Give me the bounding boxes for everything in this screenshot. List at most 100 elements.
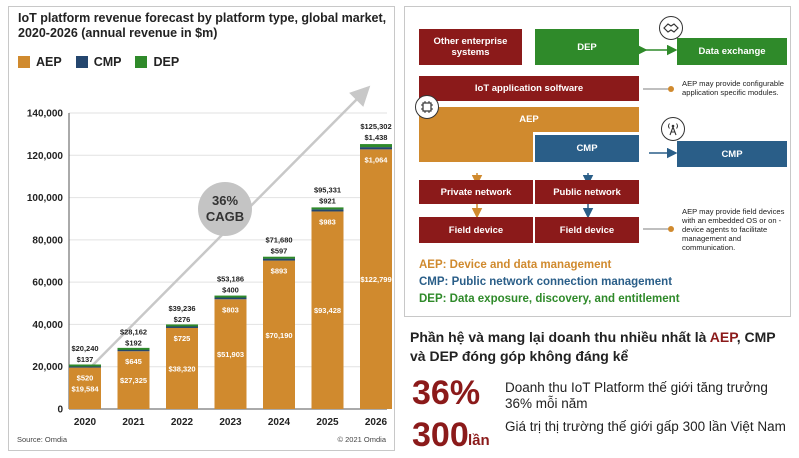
chart-source: Source: Omdia [17,435,68,444]
data-label-total: $53,186 [217,275,244,284]
revenue-bar-chart: 0 20,000 40,000 60,000 80,000 100,000 120,000 1… [27,85,392,428]
legend-label-dep: DEP [153,55,180,69]
data-label-aep: $38,320 [168,364,195,373]
public-network-box: Public network [535,180,639,204]
stat2-suffix: lần [468,432,490,449]
legend-item-dep: DEP [135,55,179,69]
chip-icon [415,95,439,119]
stat2-text: Giá trị thị trường thế giới gấp 300 lần … [505,419,786,434]
data-label-aep: $27,325 [120,376,147,385]
y-tick-label: 140,000 [27,109,64,120]
bar-segment-aep [69,367,101,409]
bar-layer: $19,584$520 $137 $20,240 2020 $27,325 $645 $19… [69,122,392,428]
def-aep: AEP: Device and data management [419,259,612,271]
cagr-circle [198,182,252,236]
field-device-box-1: Field device [419,217,533,243]
data-label-aep: $93,428 [314,306,341,315]
bar-segment-aep [117,351,150,409]
bar-segment-aep [263,260,295,409]
headline-part1: Phần hệ và mang lại doanh thu nhiều nhất… [410,329,710,345]
cmp-box: CMP [535,135,639,162]
cagr-value: 36% [212,193,238,208]
data-label-cmp: $803 [222,305,239,314]
cagr-badge: 36% CAGB [198,182,252,236]
handshake-icon [659,16,683,40]
cmp-external-box: CMP [677,141,787,167]
data-label-dep: $276 [174,315,191,324]
data-exchange-box: Data exchange [677,38,787,65]
y-tick-label: 120,000 [27,151,64,162]
bar-segment-cmp [117,349,150,352]
y-tick-label: 20,000 [32,362,63,373]
data-label-total: $39,236 [168,304,195,313]
data-label-total: $125,302 [360,122,391,131]
x-tick-label: 2026 [365,417,388,428]
summary-headline: Phần hệ và mang lại doanh thu nhiều nhất… [410,328,790,366]
data-label-dep: $921 [319,196,336,205]
data-label-dep: $137 [77,355,94,364]
bar-segment-dep [360,144,392,148]
other-enterprise-box: Other enterprise systems [419,29,522,65]
note-aep-modules: AEP may provide configurable application… [682,79,785,97]
data-label-total: $71,680 [265,235,292,244]
legend-swatch-dep [135,56,148,68]
growth-arrow [70,85,371,388]
legend-swatch-cmp [75,56,88,68]
x-tick-label: 2023 [219,417,242,428]
y-tick-label: 100,000 [27,193,64,204]
bar-segment-cmp [360,147,392,150]
note-dot-1 [668,86,674,92]
data-label-cmp: $725 [174,334,191,343]
diagram-connectors [471,44,678,230]
bar-segment-cmp [166,325,198,328]
aep-box-top: AEP [419,107,639,132]
bar-segment-dep [214,295,247,298]
y-tick-label: 40,000 [32,320,63,331]
chart-panel: IoT platform revenue forecast by platfor… [8,6,395,451]
headline-part2: , CMP và DEP đóng góp không đáng kể [410,329,776,364]
bar-segment-cmp [69,365,101,368]
legend-swatch-aep [18,56,30,68]
legend-label-cmp: CMP [93,55,122,69]
legend-item-aep: AEP [18,55,62,69]
def-dep: DEP: Data exposure, discovery, and entit… [419,293,680,305]
x-tick-label: 2022 [171,417,194,428]
headline-aep: AEP [709,329,737,345]
data-label-total: $28,162 [120,327,147,336]
stat2-number: 300 [412,416,469,454]
x-tick-label: 2020 [74,417,97,428]
data-label-aep: $122,799 [360,275,391,284]
private-network-box: Private network [419,180,533,204]
data-label-dep: $192 [125,338,142,347]
data-label-aep: $70,190 [265,331,292,340]
data-label-cmp: $520 [77,374,94,383]
data-label-total: $95,331 [314,185,341,194]
chart-copyright: © 2021 Omdia [337,435,386,444]
data-label-cmp: $1,064 [365,155,389,164]
y-tick-label: 80,000 [32,235,63,246]
architecture-diagram: Other enterprise systems DEP Data exchan… [404,6,791,317]
bar-segment-dep [263,256,295,259]
iot-application-box: IoT application solfware [419,76,639,101]
data-label-dep: $400 [222,286,239,295]
data-label-cmp: $983 [319,217,336,226]
bar-segment-dep [311,207,344,210]
legend-item-cmp: CMP [75,55,122,69]
stat1-number: 36% [412,374,481,412]
field-device-box-2: Field device [535,217,639,243]
bar-segment-aep [360,149,392,409]
dep-box: DEP [535,29,639,65]
data-label-cmp: $645 [125,357,142,366]
y-tick-label: 0 [57,405,63,416]
bar-segment-dep [69,364,101,367]
note-dot-2 [668,226,674,232]
data-label-cmp: $893 [271,267,288,276]
def-cmp: CMP: Public network connection managemen… [419,276,673,288]
bar-segment-dep [166,324,198,327]
data-label-total: $20,240 [71,344,98,353]
bar-segment-cmp [214,297,247,300]
note-aep-field: AEP may provide field devices with an em… [682,207,785,252]
bar-segment-aep [214,299,247,409]
data-label-dep: $1,438 [365,133,388,142]
chart-title: IoT platform revenue forecast by platfor… [18,11,387,40]
